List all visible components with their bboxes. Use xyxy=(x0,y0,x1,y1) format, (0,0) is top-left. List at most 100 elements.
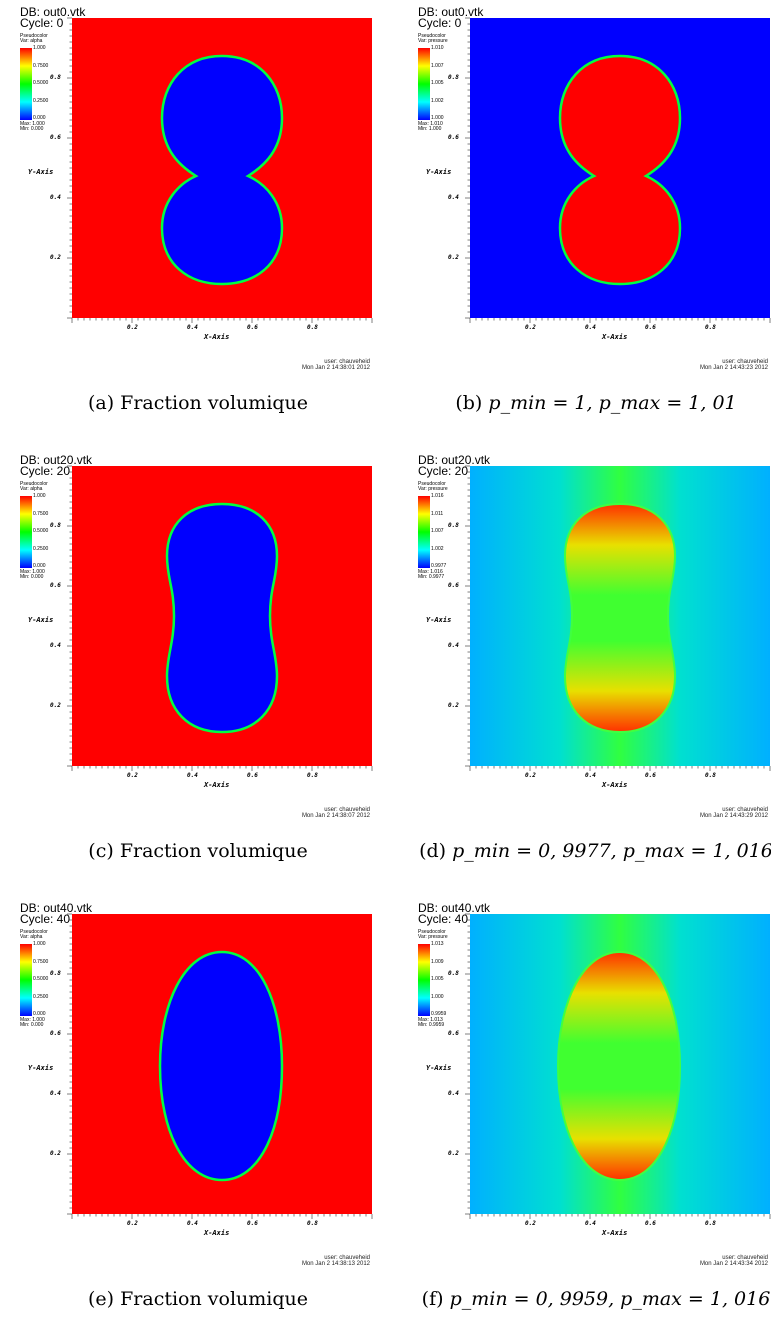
y-tick-label: 0.8 xyxy=(448,522,459,529)
x-tick-label: 0.2 xyxy=(525,324,536,331)
x-axis-title: X-Axis xyxy=(602,1229,628,1237)
y-tick-label: 0.4 xyxy=(50,642,61,649)
legend-max: Max: 1.000 xyxy=(20,121,45,127)
legend-variable: Var: alpha xyxy=(20,486,43,492)
y-tick-label: 0.8 xyxy=(50,970,61,977)
y-axis-title: Y-Axis xyxy=(28,1064,54,1072)
x-tick-label: 0.8 xyxy=(307,1220,318,1227)
timestamp: Mon Jan 2 14:43:34 2012 xyxy=(699,1261,768,1267)
database-label: DB: out20.vtk xyxy=(418,453,491,467)
x-tick-label: 0.6 xyxy=(247,772,258,779)
subfigure-caption: (e) Fraction volumique xyxy=(8,1288,388,1310)
database-label: DB: out20.vtk xyxy=(20,453,93,467)
bubble-shape xyxy=(563,502,677,734)
legend-tick: 0.7500 xyxy=(33,510,49,517)
y-tick-label: 0.4 xyxy=(50,1090,61,1097)
x-tick-label: 0.8 xyxy=(705,324,716,331)
user-name: user: chauveheid xyxy=(324,359,370,365)
y-tick-label: 0.2 xyxy=(448,702,459,709)
x-tick-label: 0.4 xyxy=(585,324,596,331)
y-tick-label: 0.4 xyxy=(448,1090,459,1097)
user-name: user: chauveheid xyxy=(722,1255,768,1261)
figure-panel: DB: out40.vtk Cycle: 40 Pseudocolor Var: al… xyxy=(8,896,388,1341)
legend-colorbar xyxy=(418,944,430,1016)
y-axis-title: Y-Axis xyxy=(426,1064,452,1072)
legend-colorbar xyxy=(418,48,430,120)
plot-area xyxy=(465,17,771,323)
legend-tick: 0.5000 xyxy=(33,80,49,86)
caption-text: p_min = 1, p_max = 1, 01 xyxy=(488,392,737,414)
user-stamp: user: chauveheid Mon Jan 2 14:43:34 2012 xyxy=(700,1255,768,1267)
user-stamp: user: chauveheid Mon Jan 2 14:43:29 2012 xyxy=(700,807,768,819)
y-tick-label: 0.6 xyxy=(50,582,61,589)
legend-tick: 0.5000 xyxy=(33,528,49,534)
legend-min: Min: 0.9977 xyxy=(418,574,445,580)
legend-colorbar xyxy=(20,496,32,568)
caption-label: (a) xyxy=(87,392,115,414)
caption-label: (f) xyxy=(421,1288,444,1310)
bubble-shape xyxy=(558,54,682,286)
plot-area xyxy=(67,465,373,771)
legend-variable: Var: pressure xyxy=(418,486,448,492)
legend-plot-type: Pseudocolor xyxy=(20,481,48,487)
x-tick-label: 0.6 xyxy=(645,1220,656,1227)
legend-tick: 0.7500 xyxy=(33,62,49,69)
user-stamp: user: chauveheid Mon Jan 2 14:38:13 2012 xyxy=(302,1255,370,1267)
figure-panel: DB: out20.vtk Cycle: 20 Pseudocolor Var: pr… xyxy=(406,448,771,893)
legend-tick: 1.007 xyxy=(431,62,444,69)
legend-minmax: Max: 1.010 Min: 1.000 xyxy=(418,122,443,132)
caption-label: (c) xyxy=(88,840,114,862)
y-tick-label: 0.6 xyxy=(50,134,61,141)
legend-minmax: Max: 1.016 Min: 0.9977 xyxy=(418,570,444,580)
timestamp: Mon Jan 2 14:43:23 2012 xyxy=(699,365,768,371)
x-tick-label: 0.2 xyxy=(525,1220,536,1227)
y-tick-label: 0.8 xyxy=(50,522,61,529)
legend-tick: 1.000 xyxy=(33,45,46,51)
x-tick-label: 0.8 xyxy=(705,772,716,779)
legend-plot-type: Pseudocolor xyxy=(20,929,48,935)
color-legend: Pseudocolor Var: alpha 1.000 0.7500 0.5000 0.… xyxy=(20,34,80,132)
y-axis-title: Y-Axis xyxy=(28,168,54,176)
figure-panel: DB: out20.vtk Cycle: 20 Pseudocolor Var: al… xyxy=(8,448,388,893)
color-legend: Pseudocolor Var: pressure 1.016 1.011 1.007 1… xyxy=(418,482,478,580)
user-name: user: chauveheid xyxy=(722,359,768,365)
y-tick-label: 0.6 xyxy=(50,1030,61,1037)
cycle-label: Cycle: 40 xyxy=(20,912,71,926)
x-tick-label: 0.8 xyxy=(705,1220,716,1227)
legend-variable: Var: alpha xyxy=(20,38,43,44)
legend-colorbar xyxy=(418,496,430,568)
x-tick-label: 0.2 xyxy=(127,772,138,779)
caption-text: Fraction volumique xyxy=(120,392,309,414)
legend-variable: Var: alpha xyxy=(20,934,43,940)
legend-tick: 1.000 xyxy=(431,115,444,121)
x-tick-label: 0.6 xyxy=(247,324,258,331)
y-tick-label: 0.2 xyxy=(50,702,61,709)
color-legend: Pseudocolor Var: alpha 1.000 0.7500 0.5000 0.… xyxy=(20,481,80,580)
legend-tick: 0.000 xyxy=(33,115,46,121)
cycle-label: Cycle: 0 xyxy=(418,16,462,30)
x-axis-title: X-Axis xyxy=(204,333,230,341)
legend-colorbar xyxy=(20,48,32,120)
legend-minmax: Max: 1.000 Min: 0.000 xyxy=(20,1018,45,1028)
user-stamp: user: chauveheid Mon Jan 2 14:43:23 2012 xyxy=(700,359,768,371)
user-name: user: chauveheid xyxy=(722,807,768,813)
legend-variable: Var: pressure xyxy=(418,934,448,940)
legend-tick: 0.9977 xyxy=(431,563,447,569)
x-tick-label: 0.6 xyxy=(645,772,656,779)
legend-variable: Var: pressure xyxy=(418,38,448,44)
legend-min: Min: 0.000 xyxy=(20,1022,44,1028)
legend-max: Max: 1.013 xyxy=(418,1017,443,1023)
bubble-shape xyxy=(556,950,682,1182)
x-tick-label: 0.6 xyxy=(247,1220,258,1227)
x-tick-label: 0.2 xyxy=(525,772,536,779)
y-tick-label: 0.2 xyxy=(448,254,459,261)
caption-text: Fraction volumique xyxy=(119,840,308,862)
legend-min: Min: 0.000 xyxy=(20,574,44,580)
legend-tick: 1.005 xyxy=(431,976,444,982)
legend-tick: 0.9959 xyxy=(431,1011,447,1017)
cycle-label: Cycle: 20 xyxy=(20,464,71,478)
figure-panel: DB: out0.vtk Cycle: 0 Pseudocolor Var: pres… xyxy=(406,0,771,445)
plot-area xyxy=(67,17,373,323)
legend-minmax: Max: 1.013 Min: 0.9959 xyxy=(418,1018,444,1028)
color-legend: Pseudocolor Var: alpha 1.000 0.7500 0.5000 0.… xyxy=(20,929,80,1028)
